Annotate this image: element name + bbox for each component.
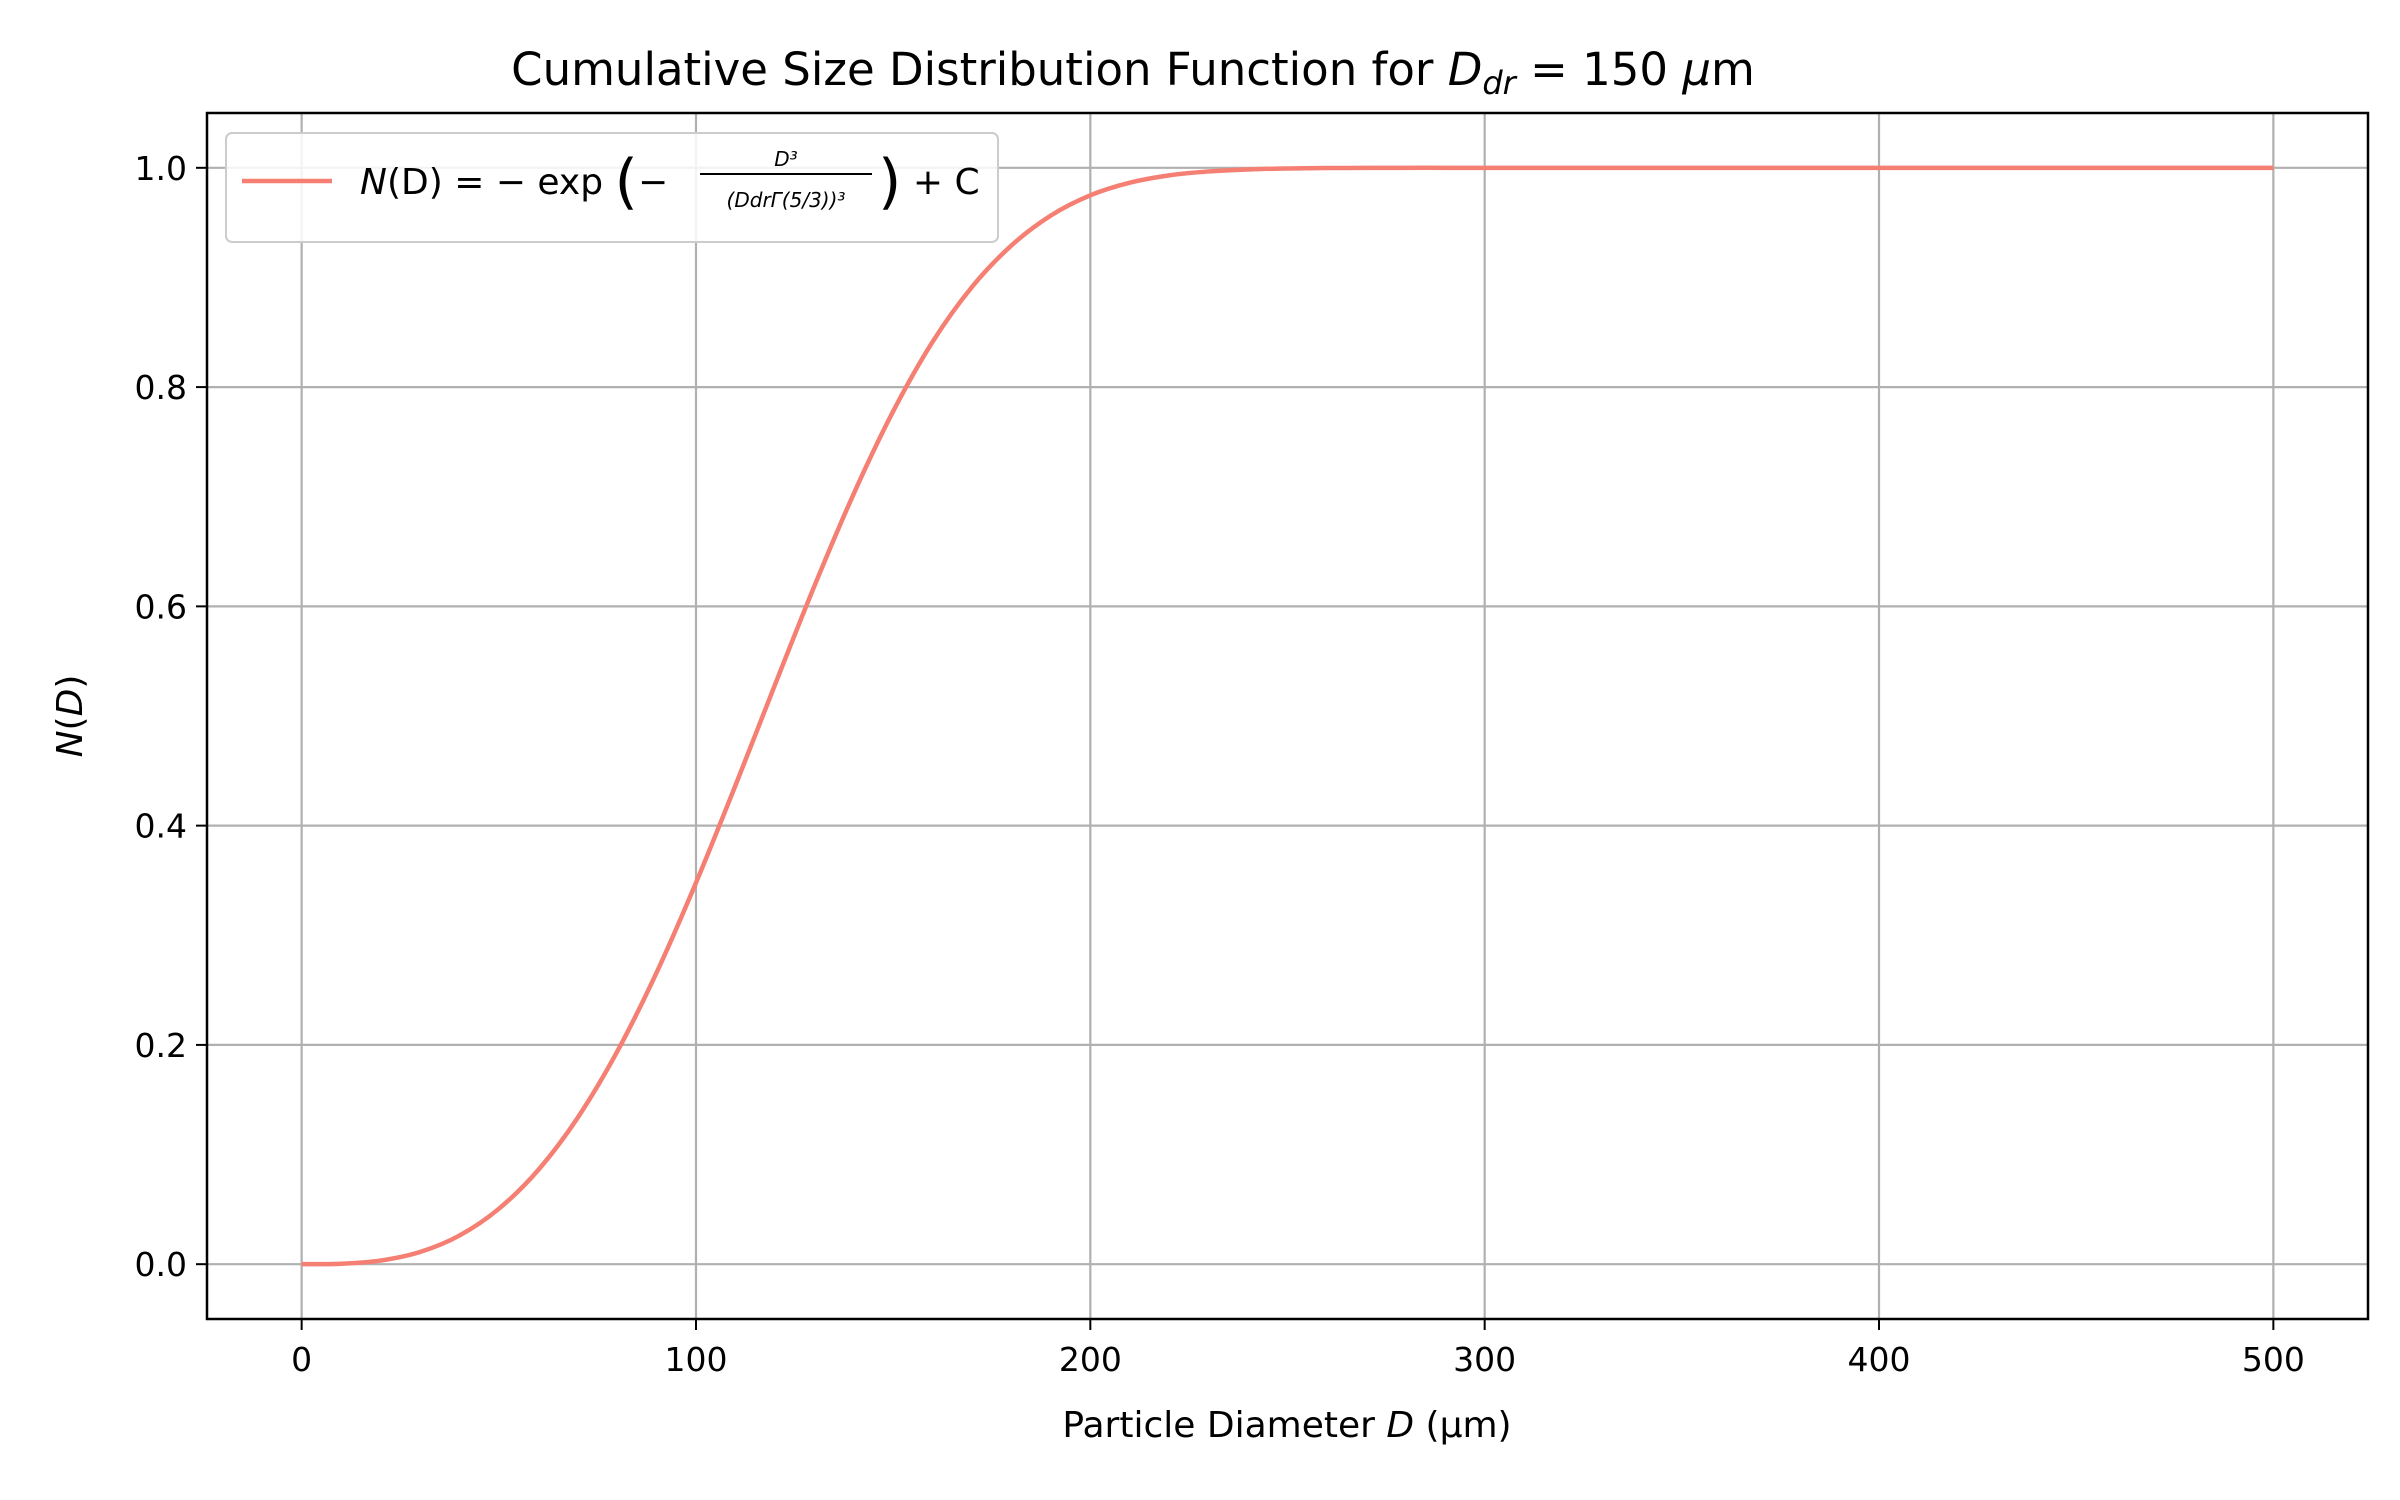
legend-frac-num: D³ — [774, 147, 797, 171]
x-tick-label: 300 — [1453, 1340, 1516, 1379]
grid — [207, 113, 2368, 1319]
y-tick-label: 1.0 — [135, 149, 187, 188]
legend-box — [225, 132, 999, 243]
x-tick-label: 500 — [2242, 1340, 2305, 1379]
legend-frac-den: (DdrΓ(5/3))³ — [727, 188, 846, 212]
legend: N(D) = − exp (− D³ (DdrΓ(5/3))³ ) + C — [225, 132, 999, 243]
y-tick-label: 0.8 — [135, 368, 187, 407]
x-axis: 0 100 200 300 400 500 — [291, 1319, 2305, 1379]
y-tick-label: 0.6 — [135, 587, 187, 626]
chart-title: Cumulative Size Distribution Function fo… — [511, 43, 1755, 102]
legend-label: N(D) = − exp (− — [360, 147, 668, 217]
y-axis: 0.0 0.2 0.4 0.6 0.8 1.0 — [135, 149, 207, 1284]
x-tick-label: 100 — [664, 1340, 727, 1379]
y-tick-label: 0.0 — [135, 1245, 187, 1284]
y-tick-label: 0.4 — [135, 807, 187, 846]
y-axis-label: N(D) — [50, 675, 91, 758]
legend-suffix: ) + C — [878, 147, 980, 217]
x-axis-label: Particle Diameter D (μm) — [1062, 1405, 1511, 1446]
x-tick-label: 400 — [1848, 1340, 1911, 1379]
x-tick-label: 0 — [291, 1340, 312, 1379]
plot-frame — [205, 111, 2370, 1321]
y-tick-label: 0.2 — [135, 1026, 187, 1065]
x-tick-label: 200 — [1059, 1340, 1122, 1379]
series-layer — [301, 165, 2274, 1267]
series-line — [301, 165, 2274, 1267]
